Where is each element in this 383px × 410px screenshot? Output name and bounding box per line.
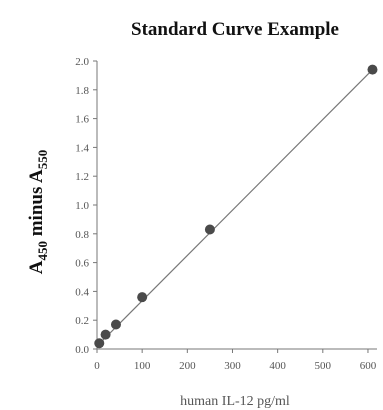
- chart-title: Standard Curve Example: [131, 19, 339, 40]
- data-point: [137, 292, 148, 303]
- x-tick-label: 600: [360, 360, 377, 372]
- x-axis-label: human IL-12 pg/ml: [180, 394, 290, 409]
- y-tick-label: 0.8: [75, 229, 89, 241]
- data-point: [100, 329, 111, 340]
- y-tick-label: 1.2: [75, 171, 89, 183]
- x-tick-label: 100: [134, 360, 151, 372]
- fit-line: [96, 69, 373, 347]
- y-tick-label: 0.2: [75, 315, 89, 327]
- data-point: [367, 64, 378, 75]
- x-tick-label: 300: [224, 360, 241, 372]
- data-point: [94, 338, 105, 349]
- y-tick-label: 0.6: [75, 258, 89, 270]
- y-tick-label: 1.6: [75, 114, 89, 126]
- x-tick-label: 400: [269, 360, 286, 372]
- y-tick-label: 0.4: [75, 286, 89, 298]
- y-axis-label-part: minus A: [26, 169, 47, 241]
- y-tick-label: 0.0: [75, 344, 89, 356]
- y-tick-label: 1.0: [75, 200, 89, 212]
- y-tick-label: 2.0: [75, 56, 89, 68]
- y-axis-label-subscript: 550: [35, 150, 50, 170]
- data-point: [110, 319, 121, 330]
- y-axis-label-part: A: [26, 260, 47, 274]
- plot-area: 0.0 0.2 0.4 0.6 0.8 1.0 1.2 1.4 1.6 1.8 2.0 0 100 200…: [75, 56, 378, 372]
- y-tick-label: 1.4: [75, 142, 89, 154]
- y-tick-label: 1.8: [75, 85, 89, 97]
- y-axis-label-subscript: 450: [35, 241, 50, 261]
- y-axis-label: A450 minus A550: [26, 150, 50, 275]
- x-tick-label: 500: [315, 360, 332, 372]
- x-tick-label: 200: [179, 360, 196, 372]
- x-tick-label: 0: [94, 360, 100, 372]
- data-point: [204, 224, 215, 235]
